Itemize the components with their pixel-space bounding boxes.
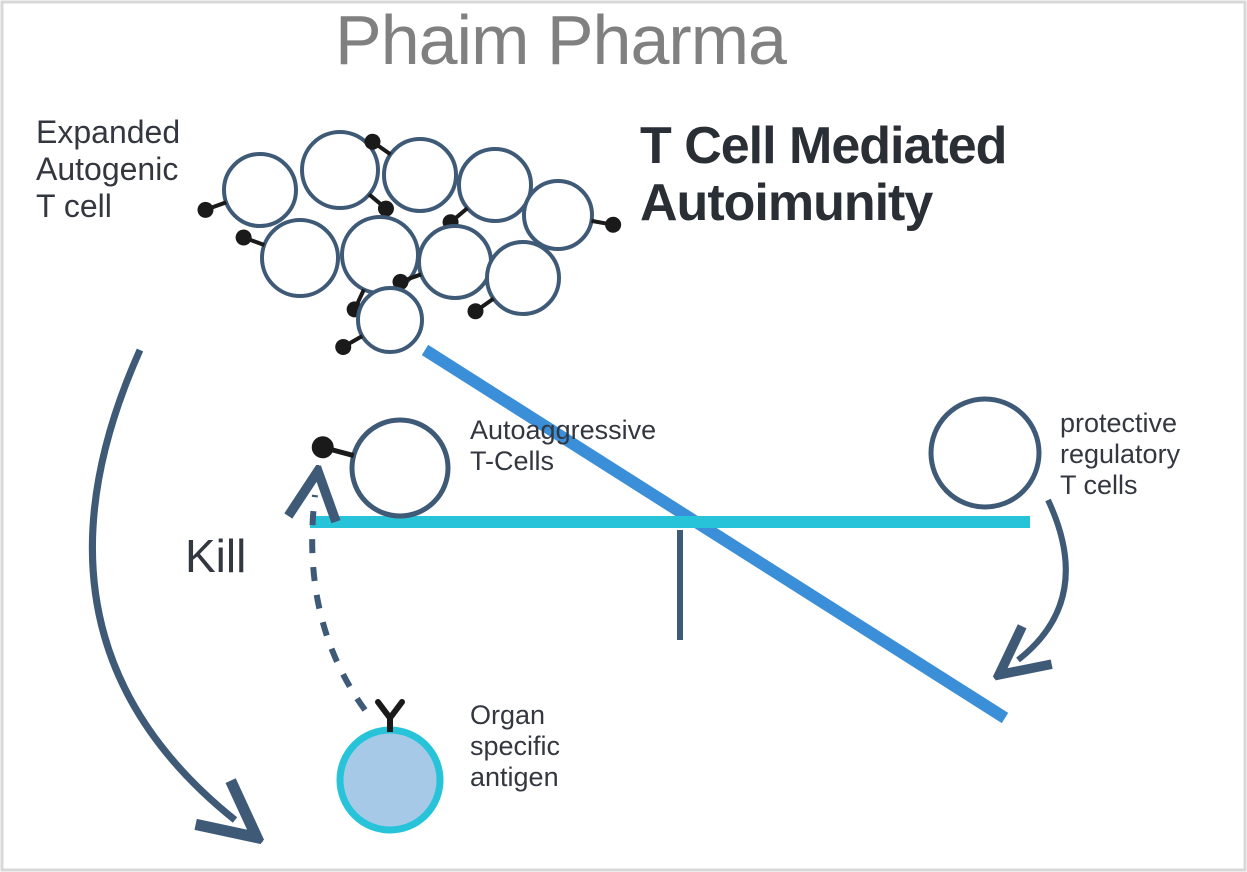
diagram-canvas: Phaim Pharma T Cell Mediated Autoimunity… <box>0 0 1247 872</box>
label-line: Expanded <box>36 114 180 151</box>
label-line: T cells <box>1060 470 1180 501</box>
beam-diagonal <box>425 350 1005 718</box>
diagram-heading: T Cell Mediated Autoimunity <box>640 118 1006 232</box>
label-expanded: Expanded Autogenic T cell <box>36 114 180 224</box>
label-line: Autoaggressive <box>470 415 656 446</box>
label-kill: Kill <box>185 530 246 583</box>
label-line: T-Cells <box>470 446 656 477</box>
label-line: T cell <box>36 188 180 225</box>
label-protective: protective regulatory T cells <box>1060 408 1180 501</box>
heading-line2: Autoimunity <box>640 175 1006 232</box>
antigen-cell <box>340 702 440 830</box>
tcell-cluster <box>195 131 622 358</box>
label-line: Autogenic <box>36 151 180 188</box>
cluster-cell <box>524 181 622 249</box>
kill-arrow <box>92 350 235 820</box>
page-title: Phaim Pharma <box>335 0 786 80</box>
label-line: regulatory <box>1060 439 1180 470</box>
cluster-cell <box>195 154 296 226</box>
label-organ: Organ specific antigen <box>470 700 560 793</box>
label-line: Organ <box>470 700 560 731</box>
regulatory-cell <box>931 399 1039 507</box>
cluster-cell <box>233 220 338 296</box>
heading-line1: T Cell Mediated <box>640 118 1006 175</box>
label-line: specific <box>470 731 560 762</box>
autoaggressive-cell <box>309 420 448 516</box>
cluster-cell <box>332 288 422 358</box>
label-line: antigen <box>470 762 560 793</box>
label-autoaggressive: Autoaggressive T-Cells <box>470 415 656 477</box>
label-line: protective <box>1060 408 1180 439</box>
seesaw-group <box>310 350 1030 718</box>
